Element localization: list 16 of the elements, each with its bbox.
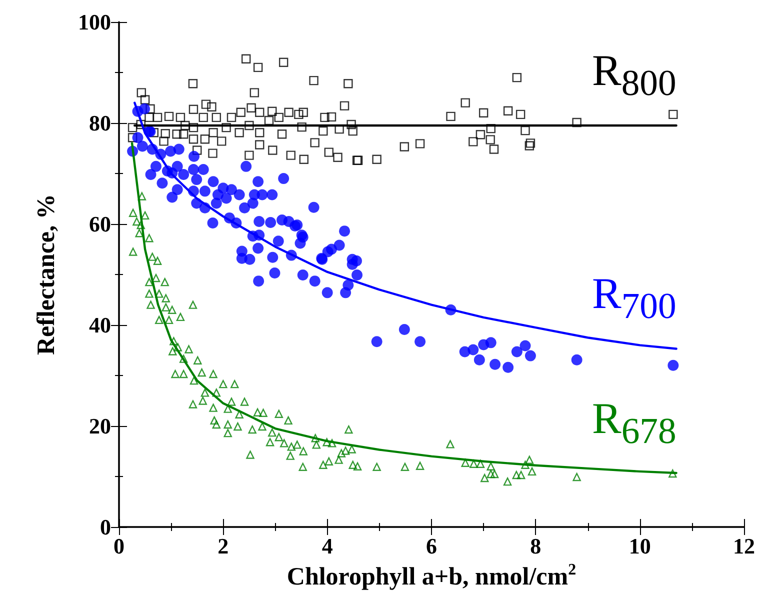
y-tick-label: 60 (89, 212, 111, 236)
x-tick-label: 4 (322, 534, 333, 558)
y-tick-label: 40 (89, 312, 111, 338)
y-tick-label: 80 (89, 110, 111, 136)
series-label: R$_{800}$ (592, 46, 676, 103)
y-tick-label: 0 (100, 514, 111, 540)
x-tick-label: 2 (218, 534, 229, 558)
series-label: R$_{700}$ (592, 269, 676, 326)
x-tick-label: 10 (628, 534, 651, 558)
x-tick-label: 6 (426, 534, 437, 558)
y-axis-title: Reflectance, % (33, 194, 60, 356)
y-tick-label: 20 (89, 414, 111, 438)
y-tick-label: 100 (78, 10, 111, 34)
series-label: R$_{678}$ (592, 394, 676, 450)
x-tick-label: 8 (530, 534, 542, 558)
x-tick-label: 12 (733, 534, 755, 558)
